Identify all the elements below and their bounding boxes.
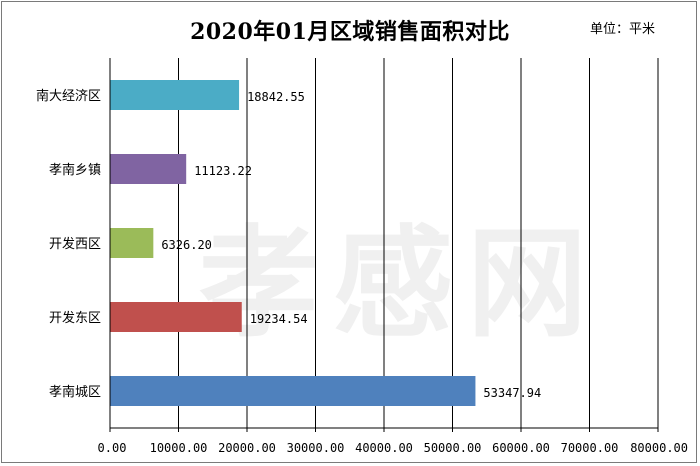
unit-label: 单位：平米 [590, 22, 656, 37]
data-label: 6326.20 [161, 238, 212, 252]
x-tick-label: 50000.00 [424, 441, 482, 455]
data-label: 53347.94 [483, 386, 541, 400]
bars [110, 80, 476, 406]
labels: 南大经济区 18842.55 孝南乡镇 11123.22 开发西区 6326.20 开发东区… [36, 88, 688, 455]
bar [110, 154, 187, 184]
bar [110, 302, 242, 332]
x-tick-label: 70000.00 [561, 441, 619, 455]
category-label: 孝南乡镇 [49, 162, 101, 178]
watermark: 孝感网 [199, 215, 601, 354]
bar [110, 228, 154, 258]
x-tick-label: 30000.00 [287, 441, 345, 455]
chart-title: 2020年01月区域销售面积对比 [190, 19, 510, 45]
grid-lines [178, 58, 659, 428]
x-tick-label: 60000.00 [492, 441, 550, 455]
x-tick-label: 80000.00 [630, 441, 688, 455]
bar [110, 80, 240, 110]
category-label: 孝南城区 [49, 384, 101, 400]
x-tick-label: 40000.00 [355, 441, 413, 455]
data-label: 18842.55 [247, 90, 305, 104]
category-label: 开发西区 [49, 236, 101, 252]
x-tick-label: 10000.00 [150, 441, 208, 455]
axes [109, 58, 659, 432]
category-label: 开发东区 [49, 310, 101, 326]
x-tick-label: 20000.00 [218, 441, 276, 455]
data-label: 11123.22 [194, 164, 252, 178]
category-label: 南大经济区 [36, 88, 101, 104]
data-label: 19234.54 [250, 312, 308, 326]
x-tick-label: 0.00 [98, 441, 127, 455]
bar [110, 376, 476, 406]
